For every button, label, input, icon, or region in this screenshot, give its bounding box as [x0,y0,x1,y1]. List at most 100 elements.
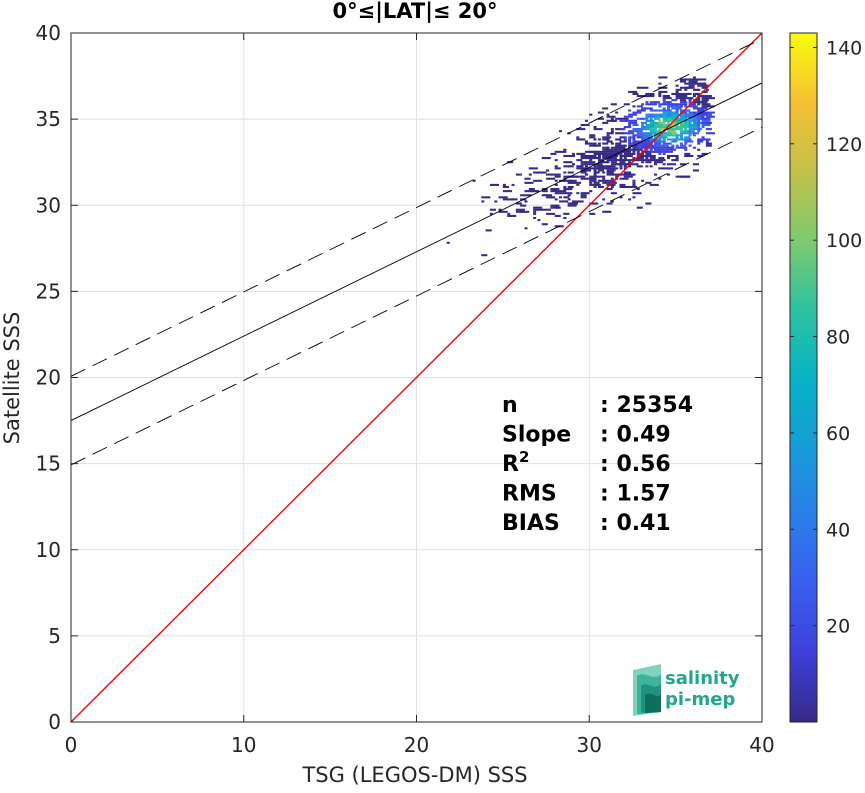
density-cell [662,117,669,120]
stat-key: R2 [502,448,529,477]
density-cell [662,99,666,102]
density-cell [632,157,636,160]
density-cell [567,171,574,174]
density-cell [567,179,577,182]
density-cell [675,159,679,162]
density-cell [511,198,518,201]
density-cell [692,134,696,137]
density-cell [606,188,613,191]
density-cell [649,130,656,133]
density-cell [641,150,648,153]
density-cell [701,97,708,100]
fit-line [71,82,762,421]
density-cell [636,150,640,153]
y-tick-label: 10 [36,538,61,562]
density-cell [628,130,635,133]
density-cell [628,123,632,127]
density-cell [645,128,652,131]
density-cell [666,121,671,124]
density-cell [654,146,664,149]
density-cell [593,177,597,180]
density-cell [645,148,649,151]
density-cell [658,144,665,147]
density-cell [632,113,636,116]
density-cell [692,92,699,96]
density-cell [619,165,623,168]
density-cell [645,161,652,164]
density-cell [654,126,661,129]
density-cell [697,82,707,85]
density-cell [636,188,640,191]
density-cell [679,99,686,102]
density-cell [649,154,656,158]
density-cell [541,157,551,160]
density-cell [636,148,643,151]
density-cell [610,142,614,145]
density-cell [679,119,686,122]
density-cell [584,169,591,172]
density-cell [679,101,686,104]
density-cell [489,208,496,211]
density-cell [697,140,704,143]
stat-key: Slope [502,423,571,448]
density-cell [705,144,712,147]
density-cell [593,138,597,141]
density-cell [645,150,652,153]
stat-value: : 0.56 [600,452,671,477]
density-cell [602,198,606,201]
density-cell [658,105,662,108]
density-cell [597,117,604,120]
density-cell [701,111,708,114]
density-cell [654,173,658,176]
density-cell [675,157,679,160]
density-cell [692,78,699,81]
density-cell [628,150,632,153]
density-cell [649,115,656,118]
density-cell [671,134,675,137]
density-cell [684,175,691,178]
density-cell [658,86,668,89]
density-cell [636,159,646,162]
identity-line [71,33,762,722]
density-cell [671,92,678,96]
density-cell [554,165,558,168]
density-cell [628,142,635,145]
density-cell [688,128,695,131]
colorbar-tick-label: 120 [826,134,862,156]
density-cell [615,132,625,135]
density-cell [701,101,708,104]
density-cell [662,107,666,110]
density-cell [597,144,601,147]
density-cell [593,150,600,153]
density-cell [533,190,540,193]
density-cell [589,212,596,215]
density-cell [636,132,643,135]
density-cell [520,210,530,213]
density-cell [636,130,643,133]
density-cell [679,117,683,120]
density-cell [649,157,656,160]
y-tick-label: 30 [36,193,61,217]
density-cell [671,111,678,114]
density-cell [675,113,679,116]
density-cell [675,144,679,147]
density-cell [580,175,584,178]
density-cell [571,200,582,203]
density-cell [692,115,699,118]
density-cell [576,167,586,170]
density-cell [692,169,699,172]
density-cell [701,109,705,112]
density-cell [628,126,632,129]
fit-lower-line [71,126,762,466]
density-cell [658,142,662,145]
density-cell [632,123,639,127]
density-cell [641,121,648,124]
density-cell [641,128,648,131]
density-cell [632,136,636,139]
density-cell [593,128,603,131]
density-cell [666,157,671,160]
density-cell [675,105,682,108]
density-cell [688,92,692,96]
density-cell [688,134,692,137]
density-cell [623,171,630,174]
